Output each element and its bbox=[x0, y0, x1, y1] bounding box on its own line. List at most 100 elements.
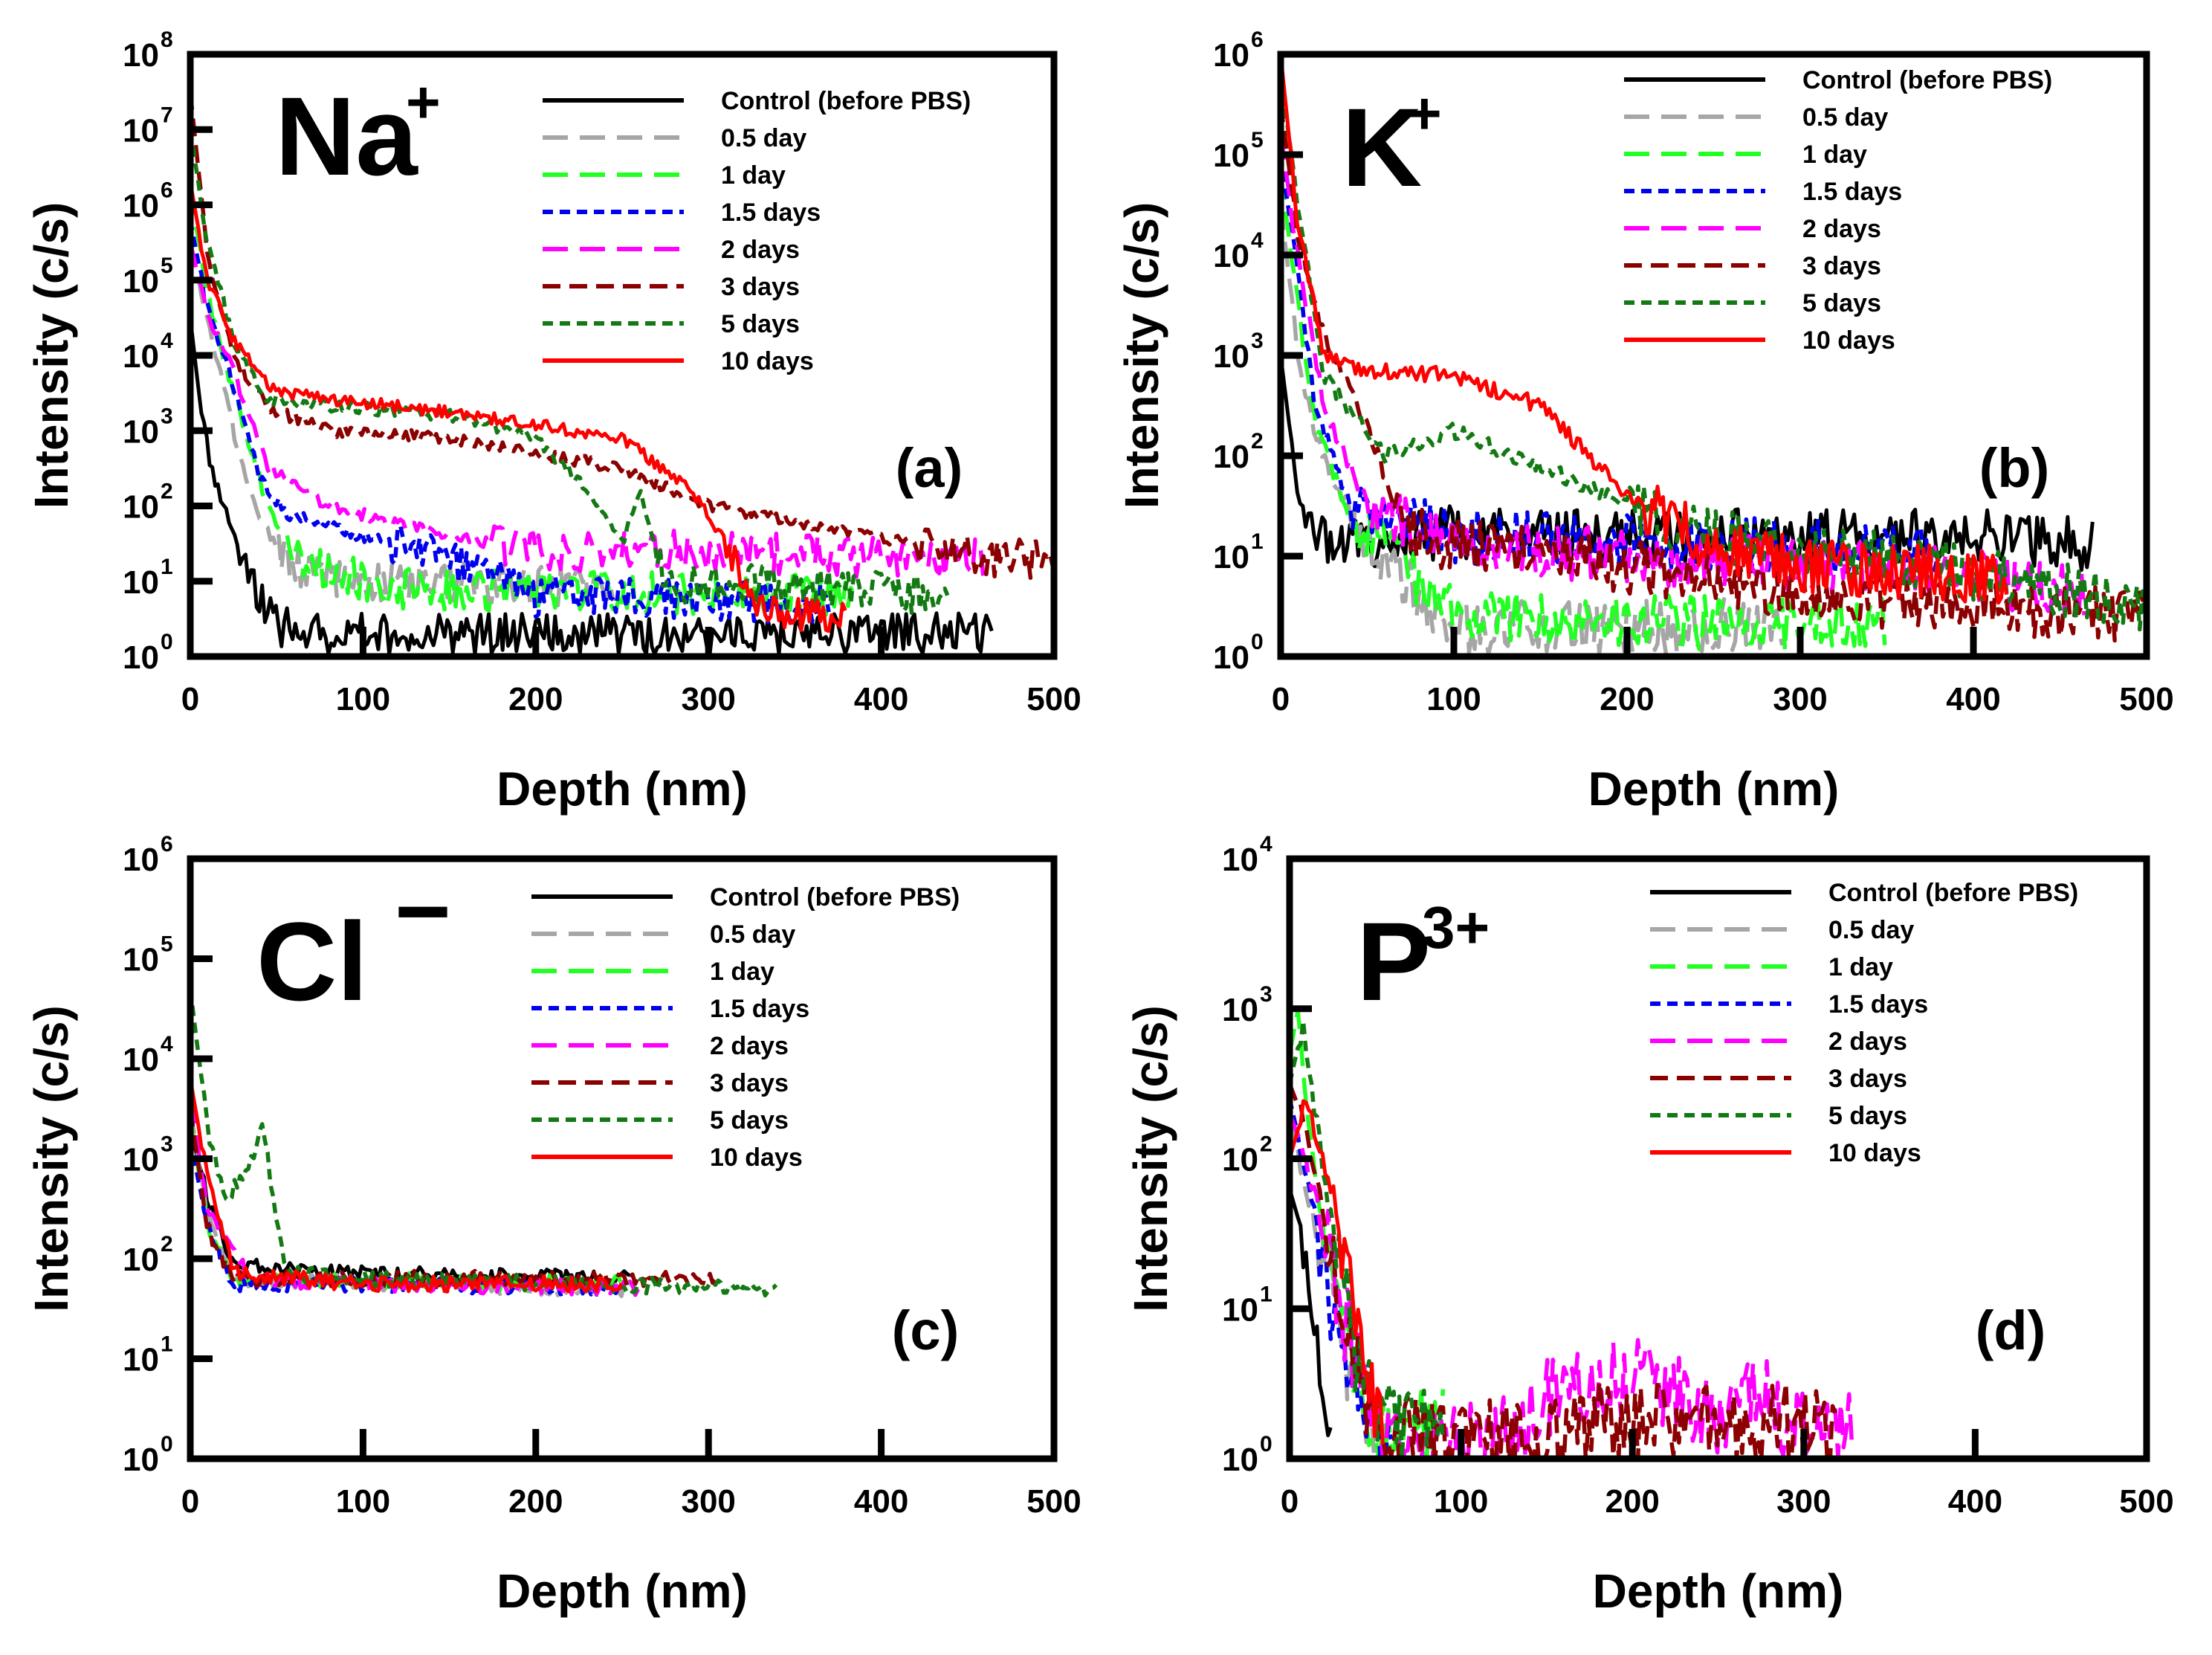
legend-label: 2 days bbox=[710, 1032, 789, 1060]
legend-label: 3 days bbox=[710, 1069, 789, 1097]
legend: Control (before PBS) 0.5 day 1 day 1.5 days… bbox=[543, 87, 971, 375]
y-tick-exponent: 4 bbox=[1251, 228, 1264, 253]
y-tick-label: 10 bbox=[123, 639, 159, 676]
series-line-10-days bbox=[1293, 1099, 1385, 1445]
y-tick-label: 10 bbox=[1213, 138, 1249, 174]
x-tick-label: 300 bbox=[1776, 1483, 1831, 1520]
legend-label: 1 day bbox=[1802, 141, 1867, 169]
y-tick-exponent: 3 bbox=[161, 404, 173, 428]
y-tick-exponent: 5 bbox=[161, 932, 173, 957]
y-tick-label: 10 bbox=[123, 842, 159, 878]
legend-label: Control (before PBS) bbox=[1802, 66, 2052, 94]
y-tick-label: 10 bbox=[123, 263, 159, 300]
legend-label: 5 days bbox=[721, 310, 800, 338]
series-line-3-days bbox=[193, 100, 1051, 580]
legend-label: 1 day bbox=[1828, 953, 1893, 981]
legend: Control (before PBS) 0.5 day 1 day 1.5 days… bbox=[1650, 879, 2078, 1167]
panel-label: (a) bbox=[896, 437, 963, 499]
x-tick-label: 100 bbox=[1434, 1483, 1488, 1520]
y-tick-label: 10 bbox=[1213, 238, 1249, 274]
x-tick-label: 0 bbox=[1281, 1483, 1299, 1520]
legend-label: 10 days bbox=[721, 347, 814, 375]
y-tick-label: 10 bbox=[1213, 539, 1249, 575]
legend-label: 3 days bbox=[1802, 252, 1881, 280]
series-line-10-days bbox=[193, 188, 847, 633]
y-tick-label: 10 bbox=[123, 942, 159, 978]
y-tick-label: 10 bbox=[1213, 338, 1249, 375]
y-tick-label: 10 bbox=[1222, 992, 1258, 1028]
x-tick-label: 500 bbox=[1026, 681, 1081, 717]
series-line-3-days bbox=[1284, 111, 2144, 643]
legend-label: 1 day bbox=[721, 161, 786, 190]
series-line-3-days bbox=[1293, 1085, 1837, 1456]
legend-label: 2 days bbox=[721, 236, 800, 264]
x-tick-label: 500 bbox=[1026, 1483, 1081, 1520]
legend-label: 3 days bbox=[721, 273, 800, 301]
y-tick-exponent: 4 bbox=[161, 329, 173, 353]
series-line-control-before-pbs bbox=[193, 327, 994, 654]
series-line-control-before-pbs bbox=[193, 1132, 631, 1288]
x-axis-title: Depth (nm) bbox=[497, 762, 748, 816]
y-tick-label: 10 bbox=[123, 1242, 159, 1278]
y-tick-label: 10 bbox=[123, 413, 159, 450]
x-tick-label: 200 bbox=[1600, 681, 1654, 717]
series-line-5-days bbox=[193, 135, 950, 616]
y-tick-exponent: 0 bbox=[1251, 630, 1264, 654]
y-tick-exponent: 1 bbox=[1260, 1282, 1272, 1306]
y-tick-exponent: 7 bbox=[161, 103, 173, 127]
legend-label: 3 days bbox=[1828, 1065, 1907, 1093]
y-tick-label: 10 bbox=[123, 1342, 159, 1378]
y-tick-exponent: 1 bbox=[161, 555, 173, 579]
y-tick-exponent: 5 bbox=[1251, 128, 1264, 152]
x-tick-label: 400 bbox=[1946, 681, 2000, 717]
x-tick-label: 0 bbox=[1272, 681, 1290, 717]
panel-label: (d) bbox=[1976, 1300, 2046, 1361]
y-tick-label: 10 bbox=[123, 564, 159, 601]
legend-label: 5 days bbox=[1802, 289, 1881, 317]
legend-label: Control (before PBS) bbox=[721, 87, 971, 115]
series-line-1-day bbox=[193, 195, 856, 617]
y-tick-label: 10 bbox=[1222, 1291, 1258, 1328]
y-tick-label: 10 bbox=[1213, 639, 1249, 676]
legend-label: 10 days bbox=[1802, 326, 1895, 355]
series-line-0-5-day bbox=[193, 246, 615, 607]
panel-label: (c) bbox=[892, 1300, 959, 1361]
legend-label: 1.5 days bbox=[1802, 178, 1902, 206]
legend-label: 0.5 day bbox=[721, 124, 806, 152]
legend-label: 5 days bbox=[710, 1106, 789, 1135]
x-tick-label: 300 bbox=[681, 681, 735, 717]
y-axis-title: Intensity (c/s) bbox=[1124, 1005, 1177, 1312]
y-tick-label: 10 bbox=[1222, 1142, 1258, 1178]
y-tick-label: 10 bbox=[1222, 1442, 1258, 1478]
ion-charge: + bbox=[406, 69, 441, 135]
y-tick-exponent: 8 bbox=[161, 28, 173, 52]
legend-label: 1.5 days bbox=[1828, 990, 1928, 1019]
y-tick-label: 10 bbox=[123, 489, 159, 526]
legend: Control (before PBS) 0.5 day 1 day 1.5 days… bbox=[1624, 66, 2052, 355]
series-line-1-day bbox=[1284, 181, 1887, 654]
y-tick-exponent: 2 bbox=[1251, 429, 1264, 454]
x-tick-label: 200 bbox=[508, 1483, 563, 1520]
y-tick-label: 10 bbox=[1222, 842, 1258, 878]
x-tick-label: 0 bbox=[181, 681, 199, 717]
series-line-0-5-day bbox=[1284, 213, 1785, 654]
series-line-2-days bbox=[1284, 141, 2086, 620]
y-tick-label: 10 bbox=[123, 37, 159, 74]
series-line-2-days bbox=[1293, 1115, 1857, 1456]
x-tick-label: 100 bbox=[336, 681, 390, 717]
legend-label: 1.5 days bbox=[721, 199, 821, 227]
y-tick-exponent: 2 bbox=[161, 1232, 173, 1256]
legend-label: 2 days bbox=[1828, 1027, 1907, 1056]
y-tick-exponent: 5 bbox=[161, 254, 173, 278]
y-tick-exponent: 1 bbox=[1251, 529, 1264, 554]
x-tick-label: 500 bbox=[2119, 681, 2173, 717]
y-tick-exponent: 6 bbox=[161, 832, 173, 856]
ion-label: K bbox=[1342, 85, 1422, 210]
panel-label: (b) bbox=[1979, 437, 2050, 499]
series-line-3-days bbox=[193, 1114, 717, 1289]
y-tick-exponent: 2 bbox=[161, 480, 173, 504]
